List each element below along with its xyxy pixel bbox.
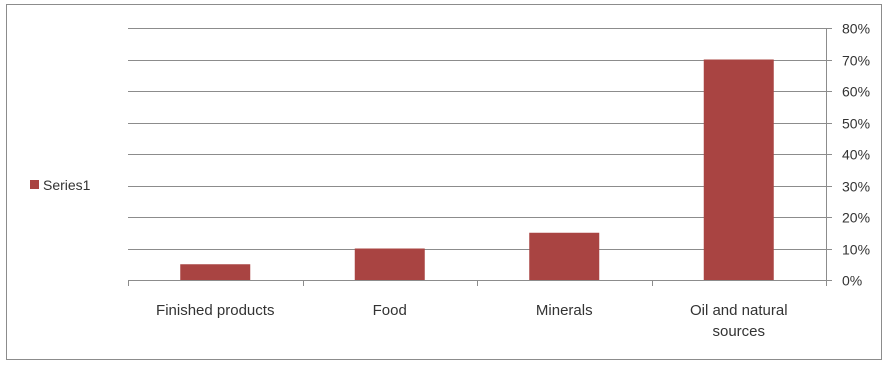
- bar: [354, 248, 425, 280]
- legend: Series1: [30, 177, 91, 193]
- y-tick-label: 70%: [842, 53, 870, 69]
- y-tick-label: 0%: [842, 273, 862, 289]
- y-tick-label: 10%: [842, 242, 870, 258]
- y-tick-label: 60%: [842, 84, 870, 100]
- legend-label: Series1: [43, 177, 91, 193]
- x-category-label: Minerals: [536, 302, 593, 319]
- y-tick-label: 30%: [842, 179, 870, 195]
- x-axis-category-labels: Finished products Food Minerals Oil and nat…: [156, 302, 787, 340]
- bar: [703, 59, 774, 280]
- bar: [180, 264, 251, 280]
- axes: [128, 28, 832, 286]
- y-tick-label: 40%: [842, 147, 870, 163]
- y-axis-tick-labels: 0% 10% 20% 30% 40% 50% 60% 70% 80%: [842, 21, 870, 289]
- y-tick-label: 50%: [842, 116, 870, 132]
- x-category-label: Oil and natural sources: [690, 302, 788, 340]
- bar-series: [180, 59, 774, 280]
- x-category-label: Food: [373, 302, 407, 319]
- bar: [529, 232, 600, 280]
- x-category-label: Finished products: [156, 302, 274, 319]
- legend-swatch: [30, 180, 39, 189]
- y-tick-label: 20%: [842, 210, 870, 226]
- y-tick-label: 80%: [842, 21, 870, 37]
